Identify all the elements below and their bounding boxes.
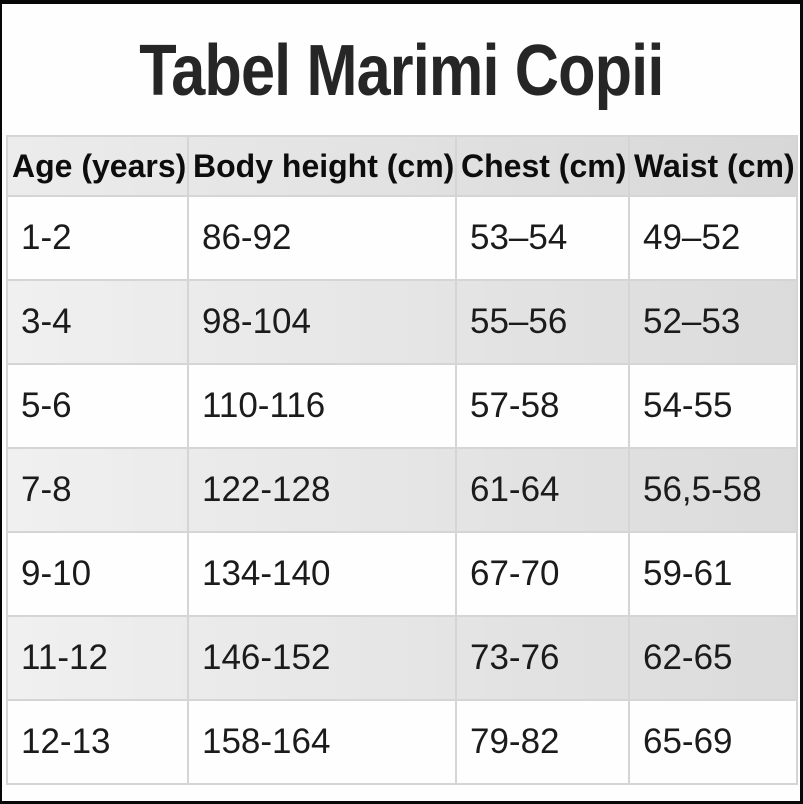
table-cell-waist: 54-55 (628, 363, 798, 449)
table-row: 3-4 98-104 55–56 52–53 (6, 279, 798, 365)
table-cell-height: 158-164 (187, 699, 457, 785)
table-row: 11-12 146-152 73-76 62-65 (6, 615, 798, 701)
table-cell-height: 98-104 (187, 279, 457, 365)
table-cell-chest: 61-64 (455, 447, 630, 533)
table-cell-height: 86-92 (187, 195, 457, 281)
column-header-height: Body height (cm) (187, 135, 457, 197)
table-cell-age: 7-8 (6, 447, 189, 533)
table-cell-chest: 57-58 (455, 363, 630, 449)
table-header-row: Age (years) Body height (cm) Chest (cm) … (6, 135, 798, 197)
table-cell-waist: 65-69 (628, 699, 798, 785)
table-row: 1-2 86-92 53–54 49–52 (6, 195, 798, 281)
table-cell-age: 12-13 (6, 699, 189, 785)
title-bar: Tabel Marimi Copii (0, 31, 803, 111)
table-cell-chest: 79-82 (455, 699, 630, 785)
table-cell-chest: 53–54 (455, 195, 630, 281)
table-cell-waist: 49–52 (628, 195, 798, 281)
table-row: 5-6 110-116 57-58 54-55 (6, 363, 798, 449)
table-cell-waist: 62-65 (628, 615, 798, 701)
table-cell-waist: 56,5-58 (628, 447, 798, 533)
column-header-waist: Waist (cm) (628, 135, 798, 197)
table-cell-age: 9-10 (6, 531, 189, 617)
table-cell-waist: 52–53 (628, 279, 798, 365)
table-cell-waist: 59-61 (628, 531, 798, 617)
table-row: 9-10 134-140 67-70 59-61 (6, 531, 798, 617)
table-cell-chest: 67-70 (455, 531, 630, 617)
table-cell-chest: 55–56 (455, 279, 630, 365)
column-header-age: Age (years) (6, 135, 189, 197)
table-cell-age: 11-12 (6, 615, 189, 701)
table-cell-age: 1-2 (6, 195, 189, 281)
table-cell-age: 5-6 (6, 363, 189, 449)
size-table: Age (years) Body height (cm) Chest (cm) … (6, 135, 798, 785)
table-cell-height: 134-140 (187, 531, 457, 617)
table-cell-height: 122-128 (187, 447, 457, 533)
column-header-chest: Chest (cm) (455, 135, 630, 197)
table-cell-chest: 73-76 (455, 615, 630, 701)
table-row: 12-13 158-164 79-82 65-69 (6, 699, 798, 785)
table-cell-height: 146-152 (187, 615, 457, 701)
table-cell-height: 110-116 (187, 363, 457, 449)
table-cell-age: 3-4 (6, 279, 189, 365)
table-row: 7-8 122-128 61-64 56,5-58 (6, 447, 798, 533)
page-title: Tabel Marimi Copii (139, 31, 664, 111)
